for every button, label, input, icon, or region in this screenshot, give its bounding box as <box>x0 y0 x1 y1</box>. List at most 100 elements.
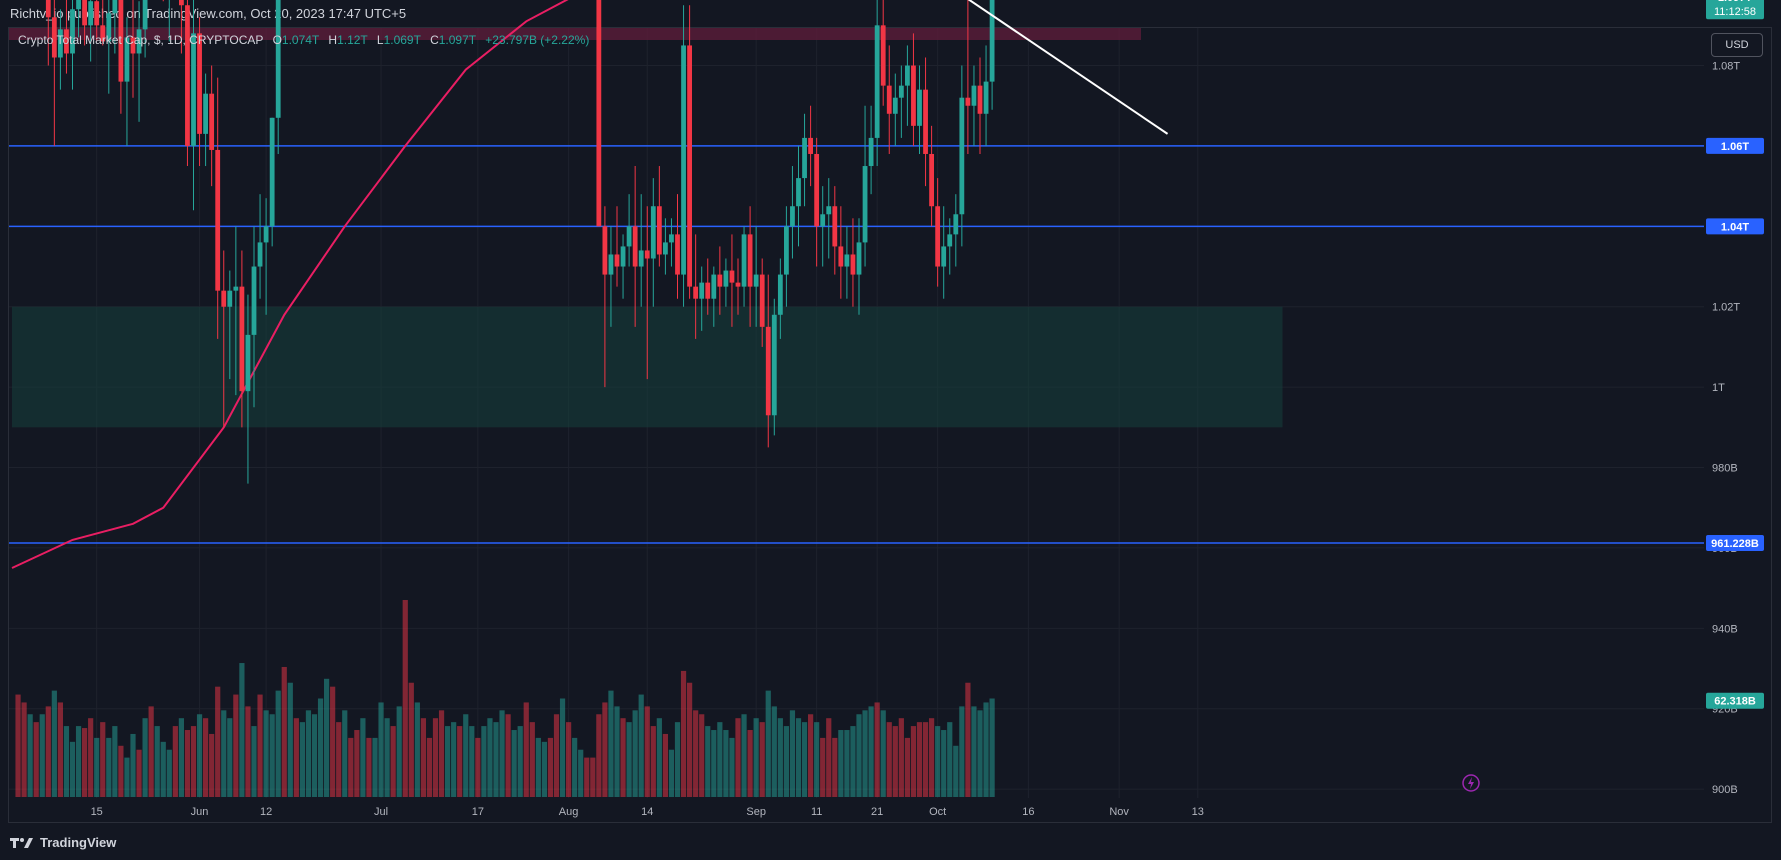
time-tick-label: Jul <box>374 806 388 818</box>
candle <box>699 266 705 331</box>
candle-body <box>632 226 638 267</box>
candle <box>106 0 112 94</box>
volume-bar <box>590 757 596 797</box>
volume-bar <box>239 663 245 797</box>
candle-body <box>929 153 934 207</box>
candle-body <box>245 334 251 392</box>
candle <box>94 0 100 42</box>
candle <box>245 294 251 484</box>
price-tag-bg <box>1706 0 1764 20</box>
volume-bar <box>759 722 765 797</box>
candle-body <box>850 254 856 275</box>
volume-bar <box>559 698 566 797</box>
volume-bar <box>765 690 771 797</box>
price-tag-label: 62.318B <box>1714 696 1756 708</box>
volume-bar <box>172 726 178 797</box>
volume-bar <box>402 600 408 797</box>
volume-bar <box>777 718 783 797</box>
volume-bar <box>221 710 227 797</box>
candle <box>935 178 941 287</box>
candle <box>880 0 886 106</box>
candle <box>215 77 221 339</box>
volume-bar <box>384 718 390 797</box>
candle <box>185 0 190 167</box>
volume-bar <box>687 682 693 797</box>
volume-bar <box>729 737 735 797</box>
candle <box>838 206 844 299</box>
volume-bar <box>935 726 941 797</box>
time-tick-label: 15 <box>91 806 103 818</box>
volume-bar <box>832 737 838 797</box>
price-tick-label: 1T <box>1712 382 1725 394</box>
volume-bar <box>771 706 777 797</box>
volume-bar <box>977 710 983 797</box>
volume-bar <box>88 718 94 797</box>
volume-bar <box>305 710 312 797</box>
candle-body <box>251 266 257 335</box>
moving-average <box>11 0 569 569</box>
lightning-icon-bolt <box>1468 777 1474 789</box>
candle <box>124 17 130 146</box>
volume-bar <box>130 733 136 797</box>
volume-bar <box>910 726 917 797</box>
candle-body <box>723 270 729 287</box>
candle <box>784 206 789 307</box>
change-value: +23.797B (+2.22%) <box>485 33 590 47</box>
open-label: O <box>272 33 282 47</box>
symbol-legend: Crypto Total Market Cap, $, 1D, CRYPTOCA… <box>18 33 589 47</box>
candle-body <box>874 25 880 138</box>
price-tag: 961.228B <box>1706 535 1764 551</box>
candle-body <box>203 93 208 134</box>
candle-body <box>826 206 832 215</box>
candle-body <box>765 326 771 416</box>
volume-bar <box>227 718 233 797</box>
candle <box>687 5 692 299</box>
volume-bar <box>983 702 989 797</box>
candle <box>753 226 759 327</box>
footer-bar <box>0 824 1781 860</box>
time-tick-label: Nov <box>1109 806 1129 818</box>
candle-body <box>269 117 275 227</box>
volume-bar <box>457 726 463 797</box>
volume-bar <box>408 682 414 797</box>
candle <box>723 258 729 307</box>
volume-bar <box>190 726 197 797</box>
candle <box>650 178 656 307</box>
candle-body <box>983 81 989 114</box>
volume-bar <box>426 737 433 797</box>
candle-body <box>711 274 717 299</box>
candle-body <box>844 254 850 267</box>
tradingview-logo[interactable]: TradingView <box>10 835 116 850</box>
candle-body <box>814 153 820 227</box>
volume-bar <box>596 714 602 797</box>
time-tick-label: 12 <box>260 806 272 818</box>
candle <box>771 298 777 436</box>
candle-body <box>179 0 184 6</box>
candle-body <box>64 29 69 54</box>
currency-button[interactable]: USD <box>1711 33 1763 57</box>
candle <box>644 206 650 380</box>
price-axis: 1.08T1.06T1.04T1.02T1T980B960B940B920B90… <box>1712 61 1740 797</box>
price-tag-label: 1.097T <box>1718 0 1753 4</box>
low-value: 1.069T <box>383 33 421 47</box>
time-tick-label: Aug <box>559 806 579 818</box>
candle-body <box>935 206 941 267</box>
candle-body <box>777 274 783 315</box>
candle-body <box>644 250 650 259</box>
candle-body <box>663 242 668 255</box>
time-tick-label: 16 <box>1022 806 1034 818</box>
volume-bar <box>971 706 977 797</box>
candle-body <box>185 5 190 146</box>
candle <box>911 33 916 146</box>
volume-bar <box>15 694 21 797</box>
candle-body <box>596 0 602 227</box>
volume-bar <box>608 690 614 797</box>
volume-bar <box>245 706 251 797</box>
candle <box>898 65 904 138</box>
candle <box>832 186 838 275</box>
candle <box>965 0 971 154</box>
candle-body <box>856 242 862 275</box>
candle <box>632 166 638 327</box>
candle-body <box>239 286 245 392</box>
